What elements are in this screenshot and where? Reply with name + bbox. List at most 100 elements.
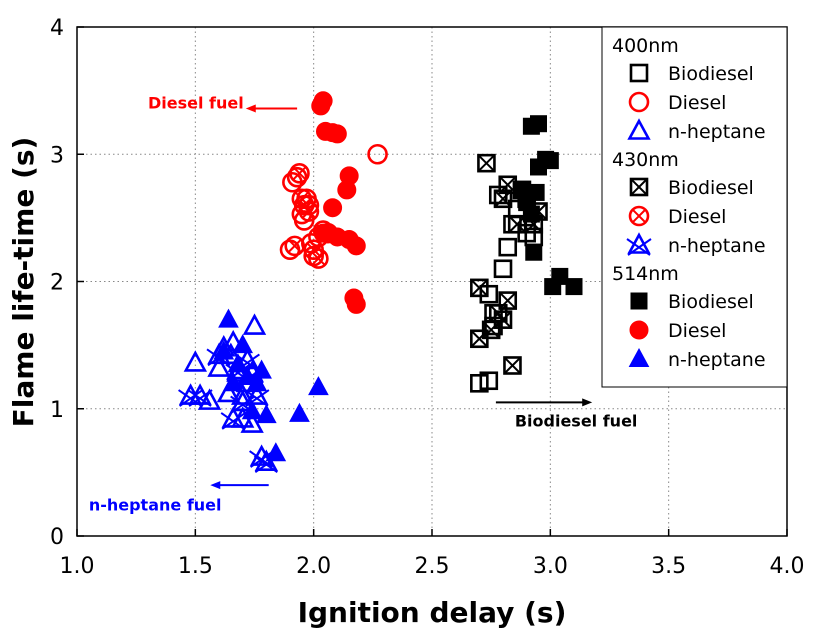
- y-tick-label: 2: [50, 271, 64, 296]
- data-point-n-heptane-filled-triangle: [241, 400, 263, 420]
- x-tick-label: 1.5: [178, 554, 213, 579]
- legend-marker-filled-triangle: [628, 347, 650, 367]
- annotation-arrowhead: [582, 398, 593, 407]
- data-point-biodiesel-filled-square: [565, 278, 583, 296]
- data-point-n-heptane-open-triangle: [216, 380, 241, 403]
- legend-entry-label: Diesel: [668, 92, 726, 114]
- data-point-biodiesel-crossed-square: [498, 291, 518, 310]
- data-point-biodiesel-open-square: [479, 284, 499, 304]
- x-axis-title: Ignition delay (s): [298, 596, 567, 629]
- data-point-diesel-crossed-circle: [308, 248, 329, 269]
- data-point-biodiesel-filled-square: [513, 181, 531, 199]
- annotation-arrowhead: [245, 104, 256, 113]
- data-point-biodiesel-filled-square: [541, 152, 559, 170]
- legend-marker-filled-square: [630, 292, 648, 310]
- data-point-biodiesel-open-square: [470, 373, 489, 393]
- annotation-label: Diesel fuel: [148, 93, 244, 112]
- data-point-n-heptane-open-triangle: [221, 329, 245, 352]
- annotations: Diesel fuel n-heptane fuel Biodiesel fuel: [89, 93, 638, 514]
- data-point-biodiesel-filled-square: [530, 115, 547, 133]
- data-point-biodiesel-open-square: [498, 237, 518, 257]
- y-tick-label: 1: [50, 398, 64, 423]
- annotation-arrowhead: [210, 481, 221, 490]
- data-point-n-heptane-filled-triangle: [218, 308, 239, 328]
- y-tick-label: 0: [50, 525, 64, 550]
- legend-marker-open-triangle: [627, 118, 651, 140]
- data-point-n-heptane-filled-triangle: [308, 376, 329, 396]
- data-point-diesel-crossed-circle: [284, 235, 306, 257]
- annotation-label: n-heptane fuel: [89, 496, 222, 515]
- legend-entry-label: Diesel: [668, 206, 726, 228]
- data-point-n-heptane-filled-triangle: [237, 365, 258, 385]
- data-point-diesel-filled-circle: [346, 236, 366, 256]
- data-point-n-heptane-open-triangle: [242, 313, 267, 335]
- data-point-n-heptane-open-triangle: [197, 388, 222, 410]
- data-point-biodiesel-open-square: [479, 371, 499, 391]
- legend-group-header: 514nm: [612, 263, 679, 285]
- legend-marker-crossed-triangle: [626, 232, 652, 256]
- legend-entry-label: Biodiesel: [668, 63, 754, 85]
- data-point-n-heptane-filled-triangle: [232, 334, 254, 354]
- legend-group-header: 400nm: [612, 35, 679, 57]
- legend-marker-crossed-square: [629, 177, 649, 197]
- data-point-n-heptane-crossed-triangle: [187, 383, 213, 407]
- legend-marker-crossed-circle: [628, 205, 650, 227]
- data-point-biodiesel-filled-square: [527, 183, 545, 201]
- axis-ticks: [76, 26, 788, 537]
- legend-entry-label: Diesel: [668, 320, 726, 342]
- legend-marker-filled-circle: [629, 320, 649, 340]
- data-point-diesel-filled-circle: [346, 294, 366, 314]
- data-point-diesel-open-circle: [286, 166, 308, 188]
- x-tick-label: 4.0: [770, 554, 805, 579]
- data-point-n-heptane-filled-triangle: [265, 442, 287, 462]
- data-point-diesel-filled-circle: [313, 223, 333, 243]
- y-tick-label: 3: [50, 143, 64, 168]
- data-point-biodiesel-filled-square: [522, 205, 540, 223]
- data-point-biodiesel-crossed-square: [477, 153, 496, 173]
- data-point-n-heptane-filled-triangle: [222, 372, 244, 392]
- data-point-n-heptane-crossed-triangle: [244, 383, 270, 407]
- legend-entry-label: Biodiesel: [668, 177, 754, 199]
- data-point-n-heptane-filled-triangle: [213, 340, 235, 360]
- tick-labels: 1.0 1.5 2.0 2.5 3.0 3.5 4.0 0 1 2 3 4: [50, 16, 805, 579]
- data-points: [178, 91, 583, 474]
- data-point-diesel-filled-circle: [337, 180, 357, 200]
- x-tick-label: 3.5: [651, 554, 686, 579]
- data-point-diesel-open-circle: [367, 143, 388, 165]
- data-point-diesel-filled-circle: [323, 198, 343, 218]
- data-point-n-heptane-filled-triangle: [289, 402, 310, 422]
- legend-entry-label: n-heptane: [668, 121, 766, 143]
- data-point-n-heptane-open-triangle: [207, 355, 231, 377]
- legend-entry-label: n-heptane: [668, 235, 766, 257]
- legend-marker-open-circle: [628, 91, 650, 113]
- annotation-label: Biodiesel fuel: [515, 412, 638, 431]
- x-tick-label: 3.0: [533, 554, 568, 579]
- x-tick-label: 2.0: [296, 554, 331, 579]
- data-point-n-heptane-crossed-triangle: [220, 406, 246, 430]
- grid-lines: [77, 27, 787, 536]
- data-point-n-heptane-open-triangle: [183, 350, 208, 372]
- data-point-diesel-filled-circle: [327, 124, 347, 144]
- data-point-n-heptane-filled-triangle: [246, 372, 268, 392]
- data-point-biodiesel-crossed-square: [493, 310, 513, 329]
- data-point-biodiesel-crossed-square: [493, 189, 513, 209]
- data-point-diesel-crossed-circle: [291, 188, 313, 210]
- data-point-n-heptane-filled-triangle: [255, 404, 277, 424]
- y-tick-label: 4: [50, 16, 64, 41]
- data-point-n-heptane-filled-triangle: [251, 359, 272, 379]
- data-point-n-heptane-filled-triangle: [227, 353, 249, 373]
- legend-group-header: 430nm: [612, 149, 679, 171]
- data-point-biodiesel-open-square: [493, 259, 513, 279]
- data-point-biodiesel-crossed-square: [470, 278, 489, 298]
- x-tick-label: 1.0: [60, 554, 95, 579]
- data-point-biodiesel-filled-square: [525, 243, 543, 261]
- y-axis-title: Flame life-time (s): [7, 137, 40, 428]
- data-point-biodiesel-filled-square: [551, 267, 569, 285]
- legend: 400nm Biodiesel Diesel n-heptane 430nm Biodie…: [601, 26, 788, 388]
- legend-entry-label: Biodiesel: [668, 291, 754, 313]
- x-tick-label: 2.5: [415, 554, 450, 579]
- legend-marker-open-square: [629, 63, 649, 83]
- legend-entry-label: n-heptane: [668, 349, 766, 371]
- data-point-biodiesel-crossed-square: [503, 356, 522, 375]
